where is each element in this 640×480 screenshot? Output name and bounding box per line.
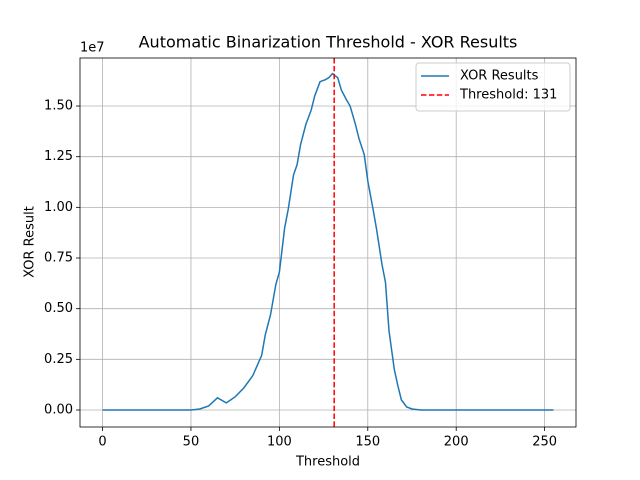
x-tick-label: 50 [183, 435, 200, 450]
x-axis-label: Threshold [295, 455, 360, 470]
y-tick-label: 0.50 [44, 301, 73, 316]
y-tick-label: 1.50 [44, 99, 73, 114]
x-tick-label: 0 [98, 435, 106, 450]
x-tick-label: 150 [355, 435, 380, 450]
legend-label: XOR Results [460, 69, 539, 84]
y-offset-label: 1e7 [80, 41, 105, 56]
y-tick-label: 0.25 [44, 352, 73, 367]
y-tick-label: 0.00 [44, 402, 73, 417]
y-axis-label: XOR Result [23, 206, 38, 278]
legend-box [415, 62, 571, 112]
legend: XOR Results Threshold: 131 [415, 62, 571, 112]
legend-label: Threshold: 131 [459, 88, 557, 103]
y-tick-label: 1.00 [44, 200, 73, 215]
y-tick-label: 0.75 [44, 251, 73, 266]
data-line [102, 72, 554, 411]
x-tick-label: 200 [444, 435, 469, 450]
chart-title: Automatic Binarization Threshold - XOR R… [139, 33, 518, 52]
axes-frame [79, 57, 577, 428]
y-tick-label: 1.25 [44, 149, 73, 164]
x-tick-label: 100 [267, 435, 292, 450]
x-tick-label: 250 [532, 435, 557, 450]
